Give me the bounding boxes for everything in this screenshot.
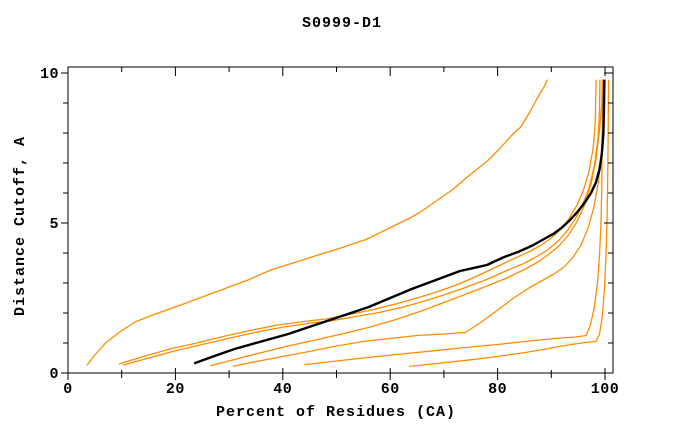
curve-orange-model-7	[408, 79, 610, 368]
curve-orange-model-3	[122, 79, 601, 366]
x-tick-label: 100	[591, 381, 620, 398]
curve-orange-model-6	[304, 79, 603, 366]
y-tick-label: 10	[40, 66, 59, 83]
x-axis-label: Percent of Residues (CA)	[216, 404, 456, 421]
plot-area: 0 20 40 60 80 100 0 5 10	[40, 66, 619, 398]
x-tick-label: 20	[166, 381, 185, 398]
curve-orange-model-1	[86, 79, 549, 366]
y-tick-label: 5	[49, 216, 59, 233]
curve-orange-model-2	[118, 79, 597, 365]
x-tick-label: 40	[273, 381, 292, 398]
plot-frame	[67, 66, 614, 374]
x-tick-label: 0	[63, 381, 73, 398]
x-tick-label: 60	[381, 381, 400, 398]
curve-highlighted-model-black	[193, 79, 606, 365]
x-tick-label: 80	[488, 381, 507, 398]
y-tick-label: 0	[49, 366, 59, 383]
chart-title: S0999-D1	[302, 15, 382, 32]
curve-orange-model-4	[210, 79, 603, 367]
curve-orange-model-5	[232, 79, 606, 368]
y-axis-label: Distance Cutoff, A	[12, 136, 29, 316]
